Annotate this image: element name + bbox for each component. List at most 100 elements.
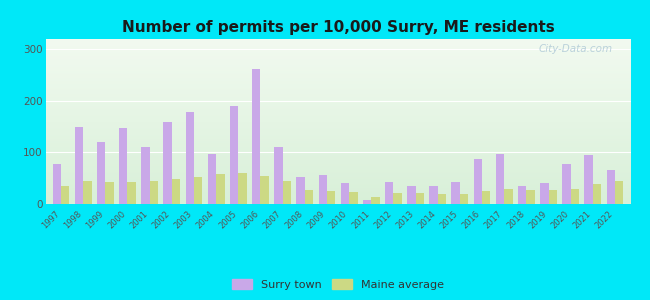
Bar — [46, 47, 630, 48]
Bar — [363, 200, 371, 204]
Bar — [274, 147, 283, 204]
Bar — [460, 194, 468, 204]
Bar — [46, 82, 630, 83]
Bar — [46, 83, 630, 84]
Bar — [46, 46, 630, 47]
Bar — [46, 120, 630, 121]
Bar — [46, 61, 630, 62]
Bar — [46, 189, 630, 190]
Bar — [163, 122, 172, 204]
Bar — [46, 180, 630, 181]
Bar — [46, 171, 630, 172]
Bar — [606, 170, 615, 204]
Bar — [615, 181, 623, 204]
Bar — [46, 185, 630, 186]
Bar — [46, 41, 630, 42]
Bar — [46, 200, 630, 201]
Bar — [46, 94, 630, 95]
Bar — [46, 62, 630, 63]
Bar — [46, 126, 630, 127]
Bar — [46, 159, 630, 160]
Bar — [385, 182, 393, 204]
Bar — [83, 181, 92, 204]
Bar — [46, 201, 630, 202]
Bar — [296, 177, 305, 204]
Bar — [46, 43, 630, 44]
Bar — [46, 197, 630, 198]
Bar — [584, 155, 593, 204]
Bar — [318, 175, 327, 204]
Bar — [127, 182, 136, 204]
Bar — [407, 186, 415, 204]
Bar — [46, 179, 630, 180]
Bar — [208, 154, 216, 204]
Bar — [46, 77, 630, 78]
Bar — [46, 109, 630, 110]
Bar — [239, 173, 247, 204]
Bar — [452, 182, 460, 204]
Bar — [46, 91, 630, 92]
Bar — [327, 191, 335, 204]
Bar — [46, 164, 630, 165]
Bar — [46, 67, 630, 68]
Bar — [46, 97, 630, 98]
Bar — [46, 176, 630, 177]
Bar — [46, 118, 630, 119]
Bar — [46, 174, 630, 175]
Bar — [252, 69, 261, 204]
Bar — [437, 194, 446, 204]
Bar — [46, 101, 630, 102]
Bar — [46, 99, 630, 100]
Bar — [593, 184, 601, 204]
Bar — [46, 107, 630, 108]
Bar — [46, 100, 630, 101]
Bar — [46, 196, 630, 197]
Bar — [349, 192, 358, 204]
Bar — [46, 103, 630, 104]
Bar — [46, 49, 630, 50]
Bar — [46, 51, 630, 52]
Bar — [46, 195, 630, 196]
Bar — [46, 128, 630, 129]
Bar — [46, 178, 630, 179]
Bar — [46, 73, 630, 74]
Bar — [46, 135, 630, 136]
Bar — [46, 53, 630, 54]
Bar — [518, 186, 527, 204]
Bar — [46, 87, 630, 88]
Bar — [46, 137, 630, 138]
Bar — [46, 42, 630, 43]
Bar — [46, 131, 630, 132]
Bar — [46, 125, 630, 126]
Bar — [46, 85, 630, 86]
Bar — [185, 112, 194, 204]
Bar — [46, 141, 630, 142]
Bar — [46, 45, 630, 46]
Bar — [46, 110, 630, 111]
Bar — [46, 184, 630, 185]
Bar — [415, 193, 424, 204]
Bar — [216, 174, 224, 204]
Bar — [46, 69, 630, 70]
Bar — [46, 119, 630, 120]
Bar — [46, 92, 630, 93]
Bar — [75, 127, 83, 204]
Bar — [562, 164, 571, 204]
Bar — [46, 90, 630, 91]
Bar — [341, 183, 349, 204]
Bar — [46, 113, 630, 114]
Bar — [97, 142, 105, 204]
Bar — [46, 169, 630, 170]
Bar — [46, 145, 630, 146]
Bar — [46, 162, 630, 163]
Bar — [46, 66, 630, 67]
Bar — [46, 80, 630, 81]
Bar — [150, 181, 158, 204]
Bar — [46, 48, 630, 49]
Bar — [46, 148, 630, 149]
Bar — [429, 186, 437, 204]
Bar — [46, 152, 630, 153]
Bar — [46, 54, 630, 55]
Bar — [46, 52, 630, 53]
Bar — [46, 76, 630, 77]
